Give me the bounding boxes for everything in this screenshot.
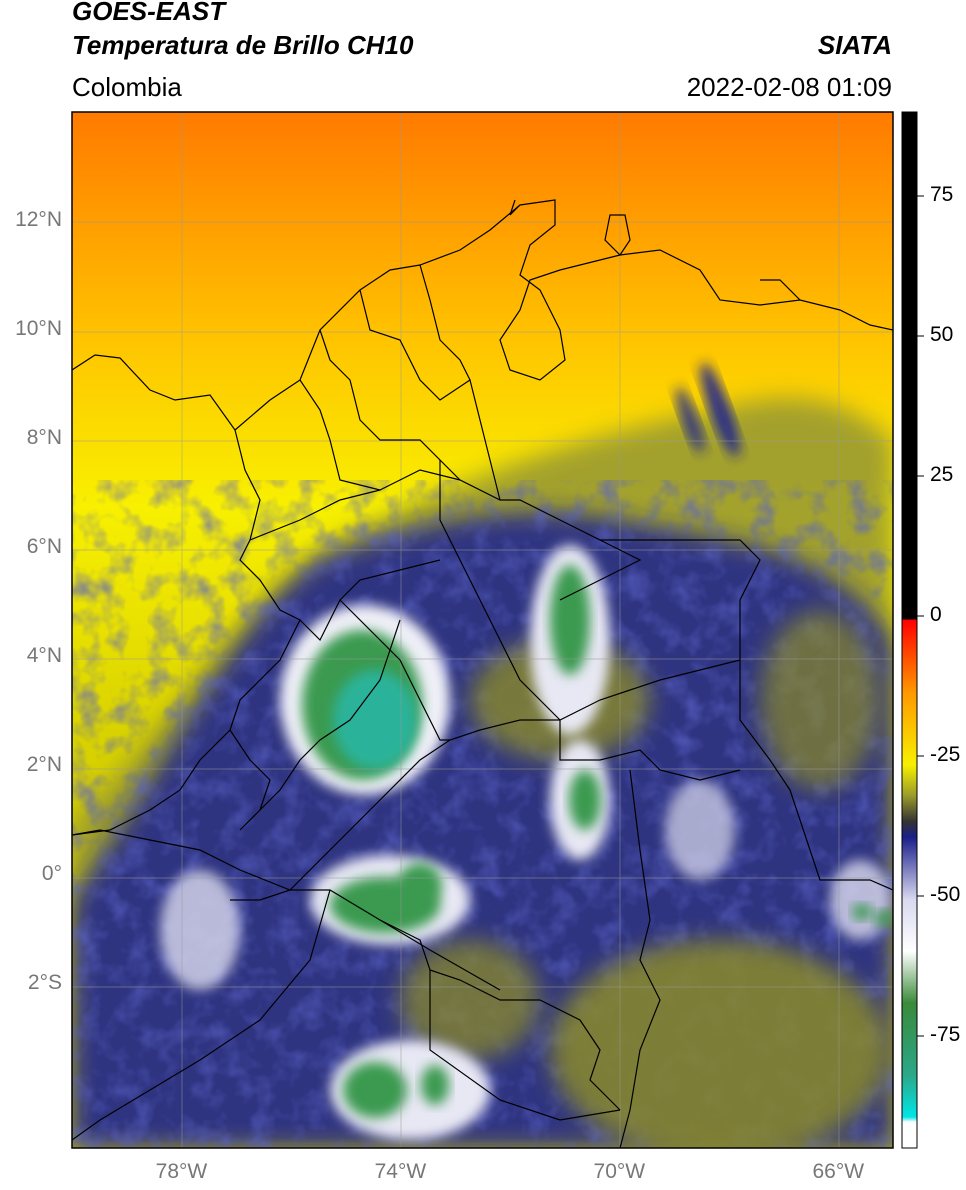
colorbar-tick-label: 25 <box>930 463 954 486</box>
region-label: Colombia <box>72 72 182 102</box>
colorbar-tick-label: 75 <box>930 183 954 206</box>
lon-tick-label: 66°W <box>812 1160 865 1183</box>
map-subtitle: Temperatura de Brillo CH10 <box>72 30 414 60</box>
colorbar-tick-label: 0 <box>930 603 942 626</box>
lat-tick-label: 6°N <box>26 535 62 559</box>
colorbar-tick-label: -50 <box>930 883 961 906</box>
colorbar-tick-label: -25 <box>930 743 961 766</box>
colorbar <box>902 112 917 1148</box>
map-title: GOES-EAST <box>72 0 226 26</box>
lat-tick-label: 0° <box>41 862 62 886</box>
graticule <box>72 112 893 1148</box>
lat-tick-label: 12°N <box>15 208 62 232</box>
colorbar-tick-label: 50 <box>930 323 954 346</box>
coastlines-borders <box>72 199 893 1148</box>
lat-tick-label: 10°N <box>15 317 62 341</box>
lat-tick-label: 2°S <box>27 971 62 995</box>
datetime-label: 2022-02-08 01:09 <box>686 72 892 102</box>
colorbar-frame <box>901 111 918 1149</box>
lon-tick-label: 78°W <box>155 1160 208 1183</box>
colorbar-ticks <box>917 195 924 1037</box>
lat-tick-label: 2°N <box>26 753 62 777</box>
lon-tick-label: 74°W <box>374 1160 427 1183</box>
source-label: SIATA <box>817 30 892 60</box>
map-frame <box>71 111 894 1149</box>
lat-tick-label: 8°N <box>26 426 62 450</box>
map-image-layer <box>72 112 893 1148</box>
lon-tick-label: 70°W <box>593 1160 646 1183</box>
colorbar-tick-label: -75 <box>930 1023 961 1046</box>
lat-tick-label: 4°N <box>26 644 62 668</box>
